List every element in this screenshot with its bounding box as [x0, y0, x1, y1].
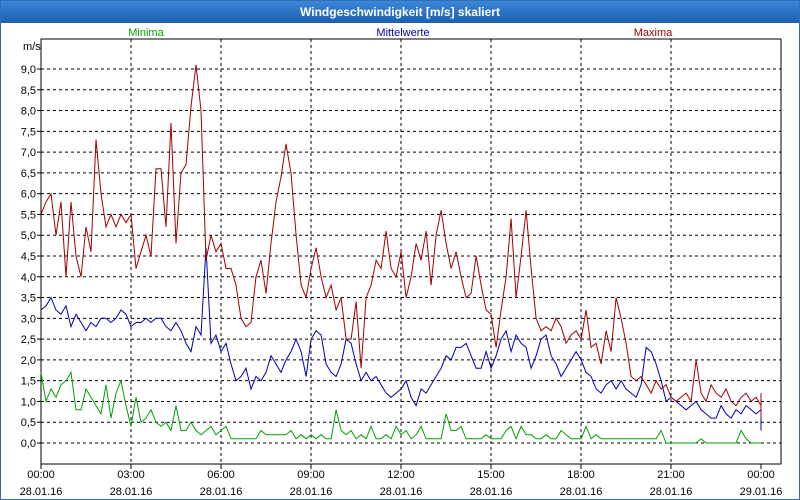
x-tick-time: 12:00	[387, 469, 415, 481]
x-tick-date: 29.01.16	[740, 486, 783, 498]
y-tick-label: 0,0	[21, 438, 36, 450]
y-tick-label: 2,0	[21, 355, 36, 367]
y-tick-label: 0,5	[21, 417, 36, 429]
y-tick-label: 9,0	[21, 64, 36, 76]
y-tick-label: 6,0	[21, 189, 36, 201]
x-tick-time: 00:00	[747, 469, 775, 481]
window-title: Windgeschwindigkeit [m/s] skaliert	[1, 1, 799, 23]
wind-speed-chart: 0,0 0,5 1,0 1,5 2,0 2,5 3,0 3,5 4,0 4,5 5,0 5,5 6,0 6…	[20, 27, 783, 498]
x-tick-time: 15:00	[477, 469, 505, 481]
x-tick-date: 28.01.16	[560, 486, 603, 498]
data-series	[40, 64, 762, 444]
legend-mittelwerte: Mittelwerte	[376, 27, 429, 39]
y-tick-label: 4,0	[21, 272, 36, 284]
y-tick-label: 1,0	[21, 396, 36, 408]
y-tick-label: 3,5	[21, 293, 36, 305]
x-tick-time: 09:00	[297, 469, 325, 481]
y-tick-label: 5,5	[21, 209, 36, 221]
y-tick-label: 7,5	[21, 126, 36, 138]
x-tick-date: 28.01.16	[110, 486, 153, 498]
x-tick-date: 28.01.16	[650, 486, 693, 498]
x-tick-time: 03:00	[117, 469, 145, 481]
y-axis-label: m/s	[23, 41, 41, 53]
y-axis: 0,0 0,5 1,0 1,5 2,0 2,5 3,0 3,5 4,0 4,5 5,0 5,5 6,0 6…	[21, 64, 41, 450]
y-tick-label: 5,0	[21, 230, 36, 242]
legend-maxima: Maxima	[634, 27, 673, 39]
x-tick-time: 00:00	[27, 469, 55, 481]
series-line-maxima	[40, 64, 762, 419]
x-tick-date: 28.01.16	[290, 486, 333, 498]
x-tick-date: 28.01.16	[200, 486, 243, 498]
x-tick-time: 18:00	[567, 469, 595, 481]
series-line-mittelwerte	[40, 247, 762, 431]
x-tick-time: 06:00	[207, 469, 235, 481]
y-tick-label: 8,0	[21, 106, 36, 118]
y-tick-label: 6,5	[21, 168, 36, 180]
x-tick-date: 28.01.16	[380, 486, 423, 498]
y-tick-label: 7,0	[21, 147, 36, 159]
grid-lines	[41, 39, 781, 464]
legend-minima: Minima	[128, 27, 164, 39]
plot-area	[40, 38, 782, 465]
x-tick-date: 28.01.16	[470, 486, 513, 498]
x-axis: 00:00 28.01.16 03:00 28.01.16 06:00 28.01.16 0…	[20, 464, 783, 498]
y-tick-label: 1,5	[21, 376, 36, 388]
y-tick-label: 3,0	[21, 313, 36, 325]
y-tick-label: 8,5	[21, 85, 36, 97]
x-tick-time: 21:00	[657, 469, 685, 481]
x-tick-date: 28.01.16	[20, 486, 63, 498]
series-line-minima	[40, 370, 761, 444]
y-tick-label: 2,5	[21, 334, 36, 346]
y-tick-label: 4,5	[21, 251, 36, 263]
